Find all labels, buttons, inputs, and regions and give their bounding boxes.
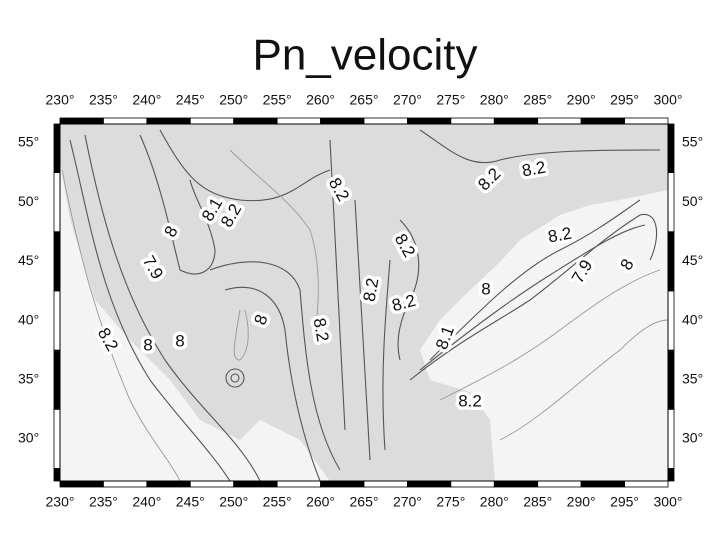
frame-segment <box>667 468 675 482</box>
contour-label: 8.2 <box>360 277 383 304</box>
longitude-label: 270° <box>393 494 422 510</box>
latitude-label: 40° <box>682 311 703 327</box>
frame-border <box>59 123 669 482</box>
frame-segment <box>59 480 104 488</box>
frame-segment <box>53 123 61 173</box>
frame-segment <box>624 480 669 488</box>
frame-segment <box>53 290 61 351</box>
longitude-label: 295° <box>610 494 639 510</box>
longitude-label: 245° <box>176 92 205 108</box>
longitude-label: 280° <box>480 494 509 510</box>
contour-label: 8.2 <box>310 317 333 344</box>
longitude-label: 275° <box>436 92 465 108</box>
longitude-label: 275° <box>436 494 465 510</box>
title: Pn_velocity <box>252 31 477 80</box>
latitude-label: 30° <box>682 430 703 446</box>
frame-segment <box>624 117 669 125</box>
longitude-label: 240° <box>132 92 161 108</box>
latitude-label: 50° <box>682 193 703 209</box>
frame-segment <box>667 172 675 233</box>
latitude-label: 50° <box>18 193 39 209</box>
frame-segment <box>580 480 625 488</box>
frame-segment <box>450 117 495 125</box>
frame-segment <box>320 480 365 488</box>
frame-segment <box>103 480 148 488</box>
latitude-label: 35° <box>18 371 39 387</box>
frame-segment <box>53 231 61 292</box>
frame-segment <box>59 117 104 125</box>
contour-label: 8.2 <box>521 158 548 181</box>
frame-segment <box>667 123 675 173</box>
frame-segment <box>667 408 675 469</box>
latitude-label: 55° <box>18 134 39 150</box>
frame-segment <box>667 290 675 351</box>
longitude-label: 240° <box>132 494 161 510</box>
longitude-label: 260° <box>306 494 335 510</box>
frame-segment <box>407 117 452 125</box>
longitude-label: 255° <box>263 494 292 510</box>
longitude-label: 280° <box>480 92 509 108</box>
frame-segment <box>146 480 191 488</box>
map-body <box>60 124 669 482</box>
contour-label: 8.2 <box>458 391 482 410</box>
longitude-label: 270° <box>393 92 422 108</box>
longitude-label: 235° <box>89 92 118 108</box>
frame-segment <box>53 408 61 469</box>
longitude-label: 235° <box>89 494 118 510</box>
longitude-label: 265° <box>350 494 379 510</box>
latitude-label: 30° <box>18 430 39 446</box>
longitude-label: 285° <box>523 494 552 510</box>
longitude-label: 295° <box>610 92 639 108</box>
land <box>60 124 668 481</box>
frame-segment <box>276 480 321 488</box>
frame-segment <box>233 117 278 125</box>
longitude-label: 250° <box>219 92 248 108</box>
longitude-label: 290° <box>567 92 596 108</box>
frame-segment <box>537 480 582 488</box>
frame-segment <box>407 480 452 488</box>
frame-segment <box>537 117 582 125</box>
contours <box>61 129 669 482</box>
frame-segment <box>189 480 235 488</box>
frame-segment <box>233 480 278 488</box>
frame-segment <box>320 117 365 125</box>
contour-label: 8 <box>143 335 152 354</box>
longitude-label: 255° <box>263 92 292 108</box>
longitude-label: 285° <box>523 92 552 108</box>
longitude-label: 250° <box>219 494 248 510</box>
frame-segment <box>580 117 625 125</box>
latitude-label: 45° <box>682 252 703 268</box>
contour-label: 8.2 <box>547 224 574 247</box>
frame-segment <box>493 117 539 125</box>
longitude-label: 300° <box>654 494 683 510</box>
frame-segment <box>667 231 675 292</box>
longitude-label: 265° <box>350 92 379 108</box>
longitude-label: 230° <box>46 92 75 108</box>
frame-segment <box>276 117 321 125</box>
latitude-label: 55° <box>682 134 703 150</box>
latitude-label: 45° <box>18 252 39 268</box>
longitude-label: 300° <box>654 92 683 108</box>
frame-segment <box>493 480 539 488</box>
longitude-label: 230° <box>46 494 75 510</box>
map-frame: 230° 230° 235° 235° 240° 240° 245° 245° 250° 250°… <box>18 92 703 510</box>
longitude-label: 245° <box>176 494 205 510</box>
frame-segment <box>146 117 191 125</box>
longitude-label: 290° <box>567 494 596 510</box>
latitude-label: 40° <box>18 311 39 327</box>
frame-segment <box>363 480 408 488</box>
frame-segment <box>53 349 61 410</box>
longitude-label: 260° <box>306 92 335 108</box>
frame-segment <box>450 480 495 488</box>
frame-segment <box>53 172 61 233</box>
latitude-label: 35° <box>682 371 703 387</box>
frame-segment <box>667 349 675 410</box>
frame-segment <box>363 117 408 125</box>
frame-segment <box>53 468 61 482</box>
contour-label: 8 <box>175 331 184 350</box>
frame-segment <box>103 117 148 125</box>
frame-segment <box>189 117 235 125</box>
contour-label: 8 <box>481 279 490 298</box>
